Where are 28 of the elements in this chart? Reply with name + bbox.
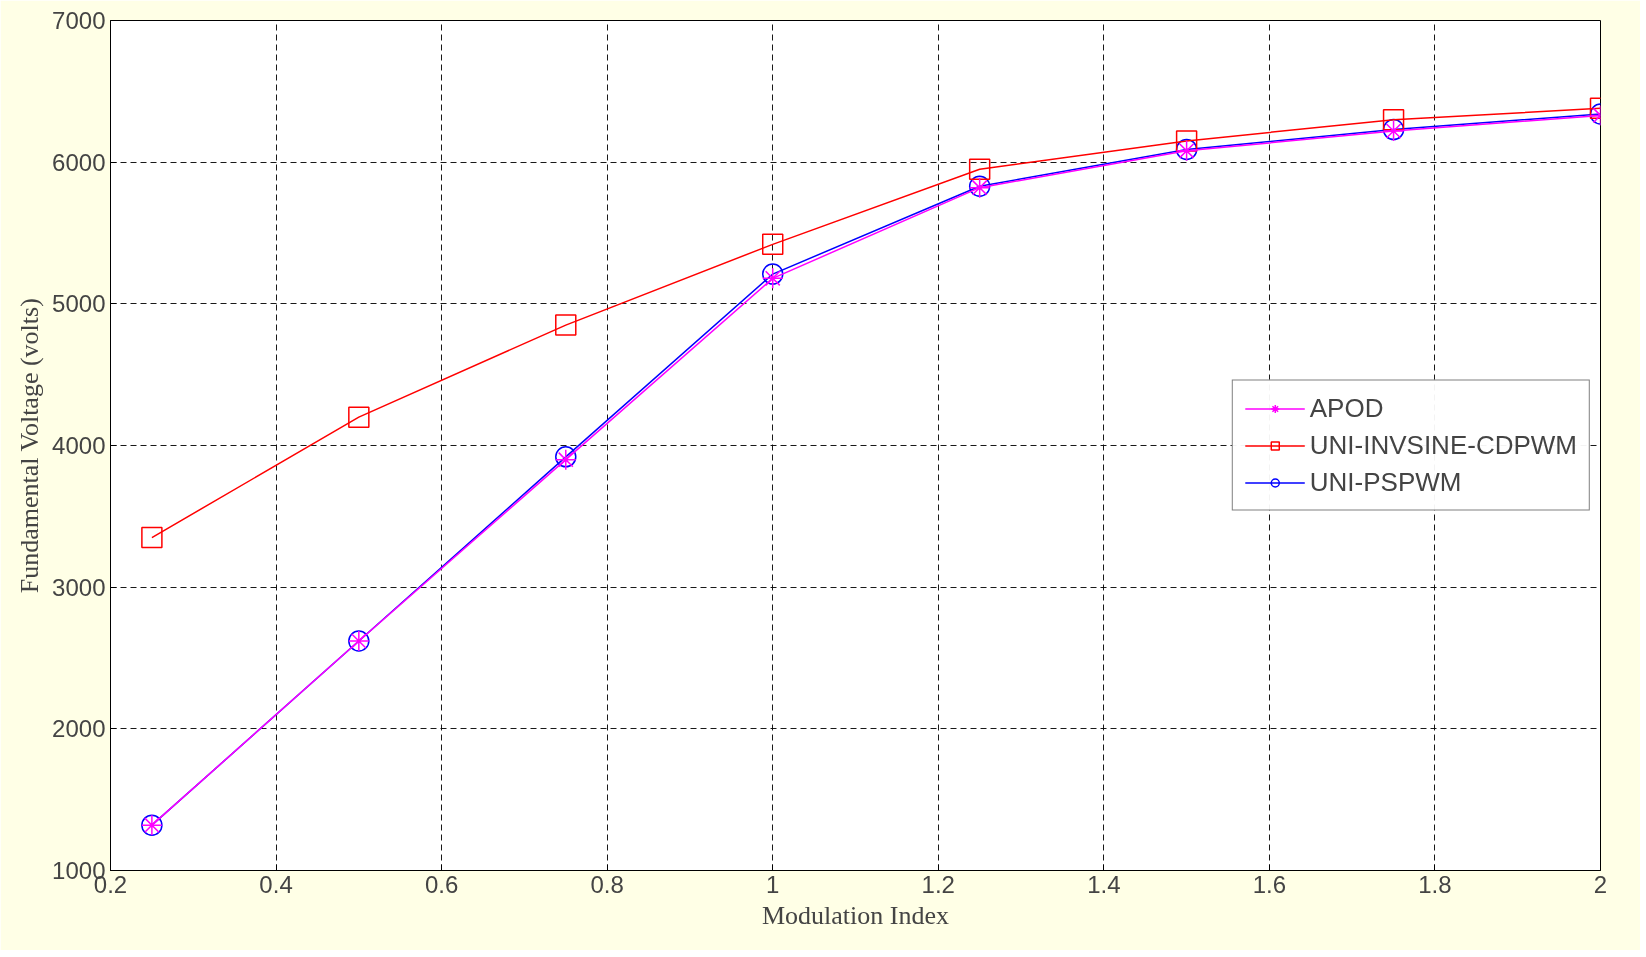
y-tick-label: 6000 <box>52 148 106 176</box>
y-tick-label: 3000 <box>52 573 106 601</box>
point <box>555 314 577 336</box>
x-tick-label: 0.4 <box>259 870 293 898</box>
y-tick-label: 2000 <box>52 715 106 743</box>
point <box>761 263 784 285</box>
y-tick-label: 5000 <box>52 290 106 318</box>
y-tick-label: 7000 <box>52 7 106 34</box>
point <box>968 158 991 180</box>
point <box>348 406 370 428</box>
point <box>761 233 784 256</box>
x-tick-label: 1.8 <box>1418 870 1452 898</box>
x-tick-label: 1.6 <box>1252 870 1287 898</box>
legend-label: UNI-PSPWM <box>1309 466 1462 498</box>
legend-label: APOD <box>1309 392 1384 424</box>
x-tick-label: 1.2 <box>921 870 955 898</box>
x-tick-label: 0.6 <box>424 870 459 898</box>
x-tick-label: 1 <box>766 870 780 898</box>
y-axis-title: Fundamental Voltage (volts) <box>15 298 45 594</box>
point <box>1382 108 1405 131</box>
legend-label: UNI-INVSINE-CDPWM <box>1309 429 1577 461</box>
x-axis-title: Modulation Index <box>761 900 950 930</box>
x-tick-label: 0.8 <box>590 870 624 898</box>
x-tick-label: 2 <box>1593 870 1608 898</box>
point <box>141 526 163 549</box>
point <box>761 267 784 290</box>
y-tick-label: 4000 <box>52 432 106 459</box>
x-tick-label: 1.4 <box>1087 870 1121 898</box>
